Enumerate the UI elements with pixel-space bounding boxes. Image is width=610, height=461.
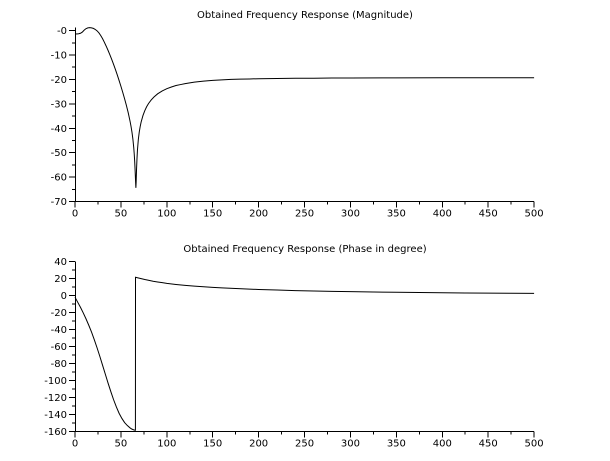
phase-curve-phase_degrees xyxy=(74,276,535,431)
phase-y-tick-label: 20 xyxy=(54,274,67,285)
magnitude-y-tick-label: -50 xyxy=(51,148,67,159)
phase-x-tick-label: 0 xyxy=(72,439,78,450)
magnitude-y-tick-label: -40 xyxy=(51,124,67,135)
magnitude-x-tick-label: 250 xyxy=(295,209,314,220)
phase-x-tick-label: 200 xyxy=(249,439,268,450)
phase-y-tick-label: -80 xyxy=(51,359,67,370)
phase-y-tick-label: -120 xyxy=(44,393,67,404)
phase-x-tick-label: 250 xyxy=(295,439,314,450)
magnitude-x-tick-label: 500 xyxy=(525,209,544,220)
magnitude-chart-title: Obtained Frequency Response (Magnitude) xyxy=(197,10,413,21)
magnitude-y-tick-label: -60 xyxy=(51,173,67,184)
phase-y-tick-label: -40 xyxy=(51,325,67,336)
phase-y-tick-label: -60 xyxy=(51,342,67,353)
magnitude-y-tick-label: -30 xyxy=(51,99,67,110)
magnitude-x-tick-label: 50 xyxy=(115,209,128,220)
phase-y-tick-label: -140 xyxy=(44,410,67,421)
magnitude-y-tick-label: -20 xyxy=(51,75,67,86)
magnitude-x-tick-label: 150 xyxy=(203,209,222,220)
magnitude-y-tick-label: -10 xyxy=(51,51,67,62)
magnitude-x-tick-label: 350 xyxy=(387,209,406,220)
phase-x-tick-label: 500 xyxy=(525,439,544,450)
phase-x-tick-label: 100 xyxy=(157,439,176,450)
phase-y-tick-label: 0 xyxy=(61,291,67,302)
magnitude-x-tick-label: 0 xyxy=(72,209,78,220)
phase-y-tick-label: 40 xyxy=(54,257,67,268)
phase-x-tick-label: 400 xyxy=(433,439,452,450)
magnitude-x-tick-label: 100 xyxy=(157,209,176,220)
phase-x-tick-label: 50 xyxy=(115,439,128,450)
phase-x-tick-label: 300 xyxy=(341,439,360,450)
phase-chart-title: Obtained Frequency Response (Phase in de… xyxy=(183,244,427,255)
phase-x-tick-label: 450 xyxy=(479,439,498,450)
magnitude-curve-magnitude_dB xyxy=(74,27,535,188)
phase-y-tick-label: -20 xyxy=(51,308,67,319)
magnitude-x-tick-label: 400 xyxy=(433,209,452,220)
magnitude-x-tick-label: 200 xyxy=(249,209,268,220)
phase-x-tick-label: 350 xyxy=(387,439,406,450)
phase-y-tick-label: -160 xyxy=(44,427,67,438)
phase-x-tick-label: 150 xyxy=(203,439,222,450)
magnitude-x-tick-label: 300 xyxy=(341,209,360,220)
magnitude-x-tick-label: 450 xyxy=(479,209,498,220)
phase-y-tick-label: -100 xyxy=(44,376,67,387)
magnitude-y-tick-label: -0 xyxy=(57,26,67,37)
magnitude-y-tick-label: -70 xyxy=(51,197,67,208)
